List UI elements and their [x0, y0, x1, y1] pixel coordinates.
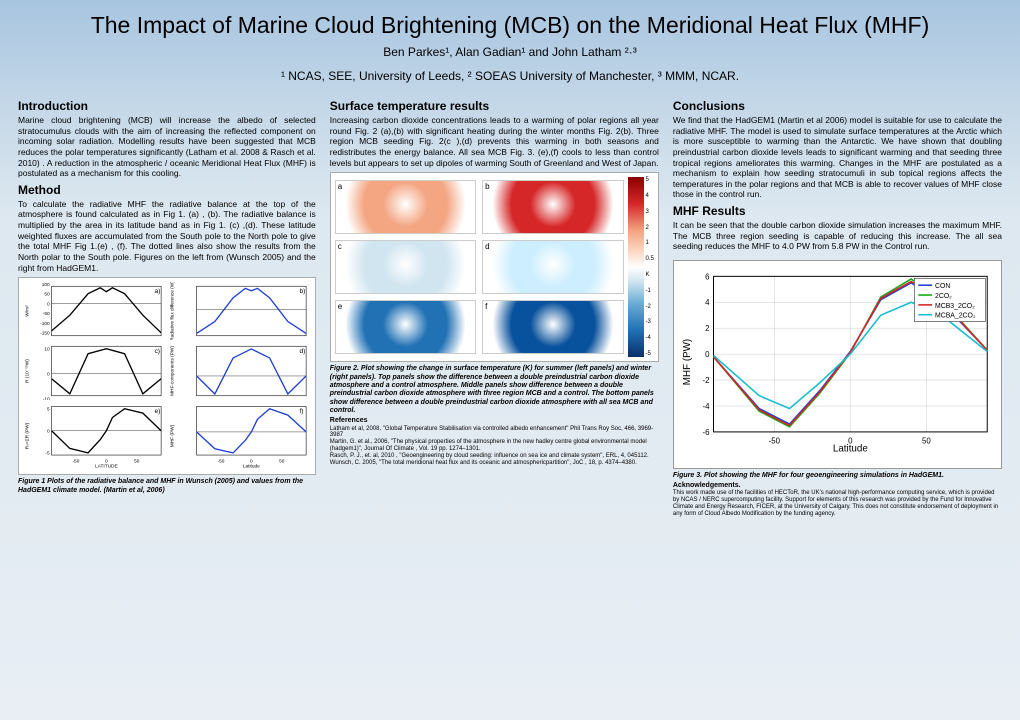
- svg-text:LATITUDE: LATITUDE: [95, 464, 118, 470]
- svg-text:c): c): [154, 348, 160, 355]
- svg-text:-2: -2: [702, 376, 709, 385]
- svg-text:MHF-components (PW): MHF-components (PW): [170, 346, 176, 396]
- svg-text:Latitude: Latitude: [243, 464, 260, 470]
- svg-text:0: 0: [47, 372, 50, 378]
- svg-text:2CO₂: 2CO₂: [935, 293, 952, 300]
- svg-text:MHF (PW): MHF (PW): [682, 339, 693, 385]
- figure-3-caption: Figure 3. Plot showing the MHF for four …: [673, 472, 1002, 480]
- svg-text:-4: -4: [702, 402, 710, 411]
- svg-text:W/m²: W/m²: [25, 305, 31, 317]
- svg-text:50: 50: [279, 459, 285, 465]
- column-middle: Surface temperature results Increasing c…: [330, 95, 659, 518]
- svg-text:0: 0: [705, 350, 710, 359]
- svg-text:d): d): [299, 348, 305, 355]
- mhf-results-heading: MHF Results: [673, 204, 1002, 218]
- svg-text:MCB3_2CO₂: MCB3_2CO₂: [935, 303, 975, 310]
- svg-text:-10: -10: [43, 397, 50, 400]
- authors: Ben Parkes¹, Alan Gadian¹ and John Latha…: [18, 45, 1002, 59]
- svg-text:MCBA_2CO₂: MCBA_2CO₂: [935, 313, 976, 320]
- svg-text:-100: -100: [40, 321, 50, 327]
- column-right: Conclusions We find that the HadGEM1 (Ma…: [673, 95, 1002, 518]
- svg-text:f): f): [299, 408, 303, 415]
- svg-text:-50: -50: [43, 311, 50, 317]
- svg-text:5: 5: [47, 407, 50, 413]
- figure-2: abcdef 543210.5K-1-2-3-4-5: [330, 172, 659, 362]
- column-left: Introduction Marine cloud brightening (M…: [18, 95, 316, 518]
- svg-text:-50: -50: [72, 459, 79, 465]
- svg-text:Latitude: Latitude: [833, 443, 869, 454]
- svg-text:-150: -150: [40, 331, 50, 337]
- svg-text:a): a): [154, 288, 160, 295]
- svg-text:50: 50: [44, 292, 50, 298]
- svg-text:Radiative flux difference (W): Radiative flux difference (W): [170, 282, 176, 340]
- svg-text:-50: -50: [769, 437, 781, 446]
- svg-text:2: 2: [705, 324, 709, 333]
- svg-text:CON: CON: [935, 283, 950, 290]
- poster-title: The Impact of Marine Cloud Brightening (…: [18, 12, 1002, 39]
- svg-text:0: 0: [47, 301, 50, 307]
- conclusions-heading: Conclusions: [673, 99, 1002, 113]
- svg-text:-5: -5: [45, 451, 50, 457]
- svg-text:0: 0: [47, 429, 50, 435]
- figure-1-caption: Figure 1 Plots of the radiative balance …: [18, 478, 316, 495]
- affiliations: ¹ NCAS, SEE, University of Leeds, ² SOEA…: [18, 69, 1002, 83]
- svg-text:50: 50: [922, 437, 931, 446]
- acknowledgements: Acknowledgements.This work made use of t…: [673, 482, 1002, 518]
- intro-text: Marine cloud brightening (MCB) will incr…: [18, 115, 316, 179]
- surface-heading: Surface temperature results: [330, 99, 659, 113]
- svg-text:10: 10: [44, 347, 50, 353]
- svg-text:-6: -6: [702, 428, 710, 437]
- svg-text:b): b): [299, 288, 305, 295]
- conclusions-text: We find that the HadGEM1 (Martin et al 2…: [673, 115, 1002, 200]
- svg-text:MHF (PW): MHF (PW): [170, 425, 176, 448]
- references: ReferencesLatham et al, 2008, "Global Te…: [330, 417, 659, 466]
- svg-text:50: 50: [134, 459, 140, 465]
- svg-text:R (10⁻¹⁵W): R (10⁻¹⁵W): [25, 359, 31, 383]
- svg-text:e): e): [154, 408, 160, 415]
- surface-text: Increasing carbon dioxide concentrations…: [330, 115, 659, 168]
- figure-1: 100500-50-100-150W/m²a) Radiative flux d…: [18, 277, 316, 475]
- method-text: To calculate the radiative MHF the radia…: [18, 199, 316, 273]
- svg-text:-50: -50: [217, 459, 224, 465]
- figure-3: -6-4-20246-50050LatitudeMHF (PW)CON2CO₂M…: [673, 260, 1002, 469]
- method-heading: Method: [18, 183, 316, 197]
- svg-text:Rₛ=ΣR (PW): Rₛ=ΣR (PW): [25, 422, 31, 449]
- svg-text:6: 6: [705, 272, 710, 281]
- intro-heading: Introduction: [18, 99, 316, 113]
- svg-text:100: 100: [42, 282, 50, 288]
- mhf-results-text: It can be seen that the double carbon di…: [673, 220, 1002, 252]
- svg-text:4: 4: [705, 298, 710, 307]
- figure-2-caption: Figure 2. Plot showing the change in sur…: [330, 365, 659, 415]
